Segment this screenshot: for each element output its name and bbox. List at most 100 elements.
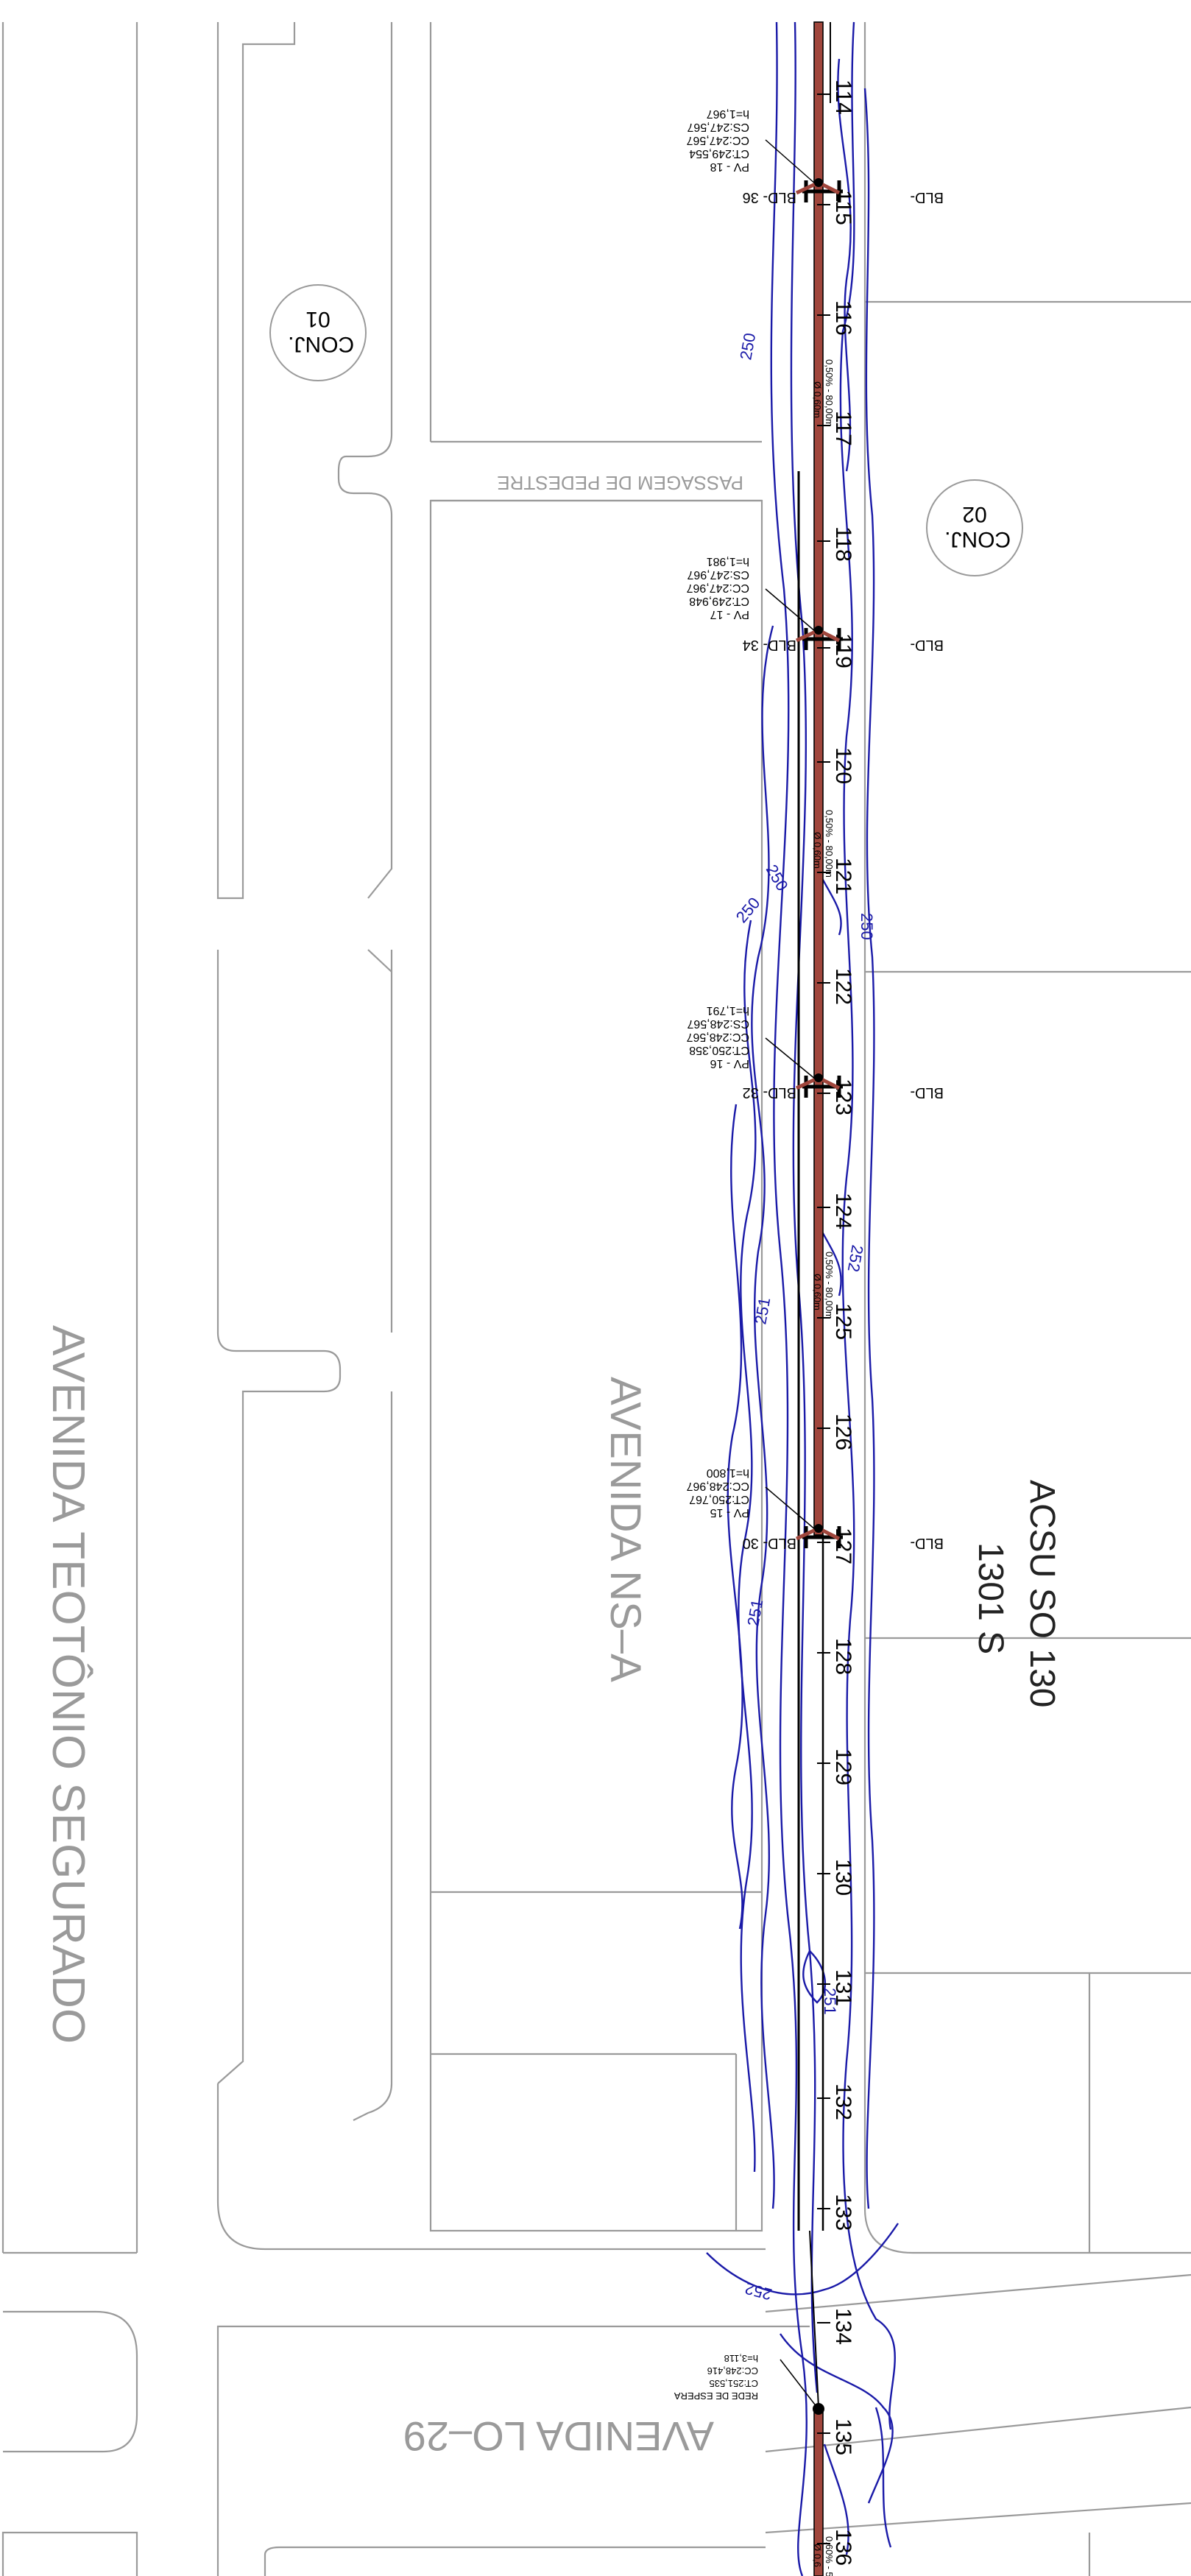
pv-h: h=1,791	[707, 1004, 749, 1017]
road-edge	[765, 2406, 1191, 2453]
pv-ct: CT:249,554	[689, 147, 749, 160]
bld-right-label: BLD-	[910, 1535, 944, 1551]
contour-label: 250	[858, 913, 876, 940]
bld-left-label: BLD- 34	[743, 637, 796, 653]
street-label-lo29: AVENIDA LO–29	[403, 2413, 714, 2460]
pv-ct: CT:249,948	[689, 595, 749, 607]
station-label: 130	[831, 1859, 855, 1896]
pv-cc: CC:247,567	[687, 134, 749, 147]
bld-right-label: BLD-	[910, 189, 944, 205]
rede-title: REDE DE ESPERA	[674, 2390, 758, 2402]
conj-01-marker: CONJ. 01	[269, 284, 367, 381]
road-edge	[765, 2502, 1191, 2534]
block-label-line2: 1301 S	[971, 1542, 1010, 1654]
manhole-pv-18: PV - 18 CT:249,554 CC:247,567 CS:247,567…	[683, 107, 944, 205]
contour-line	[823, 2443, 849, 2555]
pv-cc: CC:247,967	[687, 582, 749, 594]
pv-cc: CC:248,567	[687, 1031, 749, 1043]
contour-label: 250	[732, 894, 764, 926]
conj-02-label: CONJ. 02	[939, 502, 1011, 551]
road-edge	[765, 2273, 1191, 2313]
rede-h: h=3,118	[724, 2353, 758, 2364]
pv-ct: CT:250,767	[689, 1493, 749, 1506]
alignment-line	[809, 2230, 819, 2408]
contour-line	[839, 21, 896, 2430]
contour-label: 252	[743, 2279, 774, 2304]
station-label: 131	[831, 1969, 855, 2006]
curb-line	[3, 2310, 138, 2453]
pv-h: h=1,800	[707, 1467, 749, 1479]
walkway-label: PASSAGEM DE PEDESTRE	[497, 472, 743, 494]
pipe-slope-label: 0,50% - 80,00m	[824, 359, 835, 427]
contour-label: 250	[763, 861, 792, 894]
rede-de-espera: REDE DE ESPERA CT:251,535 CC:248,416 h=3…	[672, 2353, 824, 2415]
station-label: 135	[831, 2418, 855, 2455]
station-label: 136	[831, 2529, 855, 2566]
svg-text:REDE DE ESPERA CT:251,53: REDE DE ESPERA CT:251,535 CC:248,416 h=3…	[672, 2353, 758, 2402]
station-label: 120	[831, 747, 855, 784]
pipe-labels: 0,50% - 80,00m Ø 0,60m 0,50% - 80,00m Ø …	[812, 359, 835, 2576]
station-label: 132	[831, 2083, 855, 2120]
station-label: 116	[831, 300, 855, 336]
curb-line	[264, 2546, 766, 2576]
pipe-diameter-label: Ø 0,6	[812, 2544, 823, 2567]
pipe-segment	[813, 21, 824, 1536]
station-label: 125	[831, 1303, 855, 1340]
pv-id: PV - 15	[710, 1506, 749, 1519]
bld-left-label: BLD- 30	[743, 1535, 796, 1551]
pipe-diameter-label: Ø 0,60m	[812, 832, 823, 869]
block-edge	[863, 2208, 1191, 2254]
svg-text:PV - 17 CT:249,948: PV - 17 CT:249,948 CC:247,967 CS:247,967…	[683, 555, 749, 621]
pipe-slope-label: 0,60% - 5	[824, 2536, 835, 2576]
contour-line	[863, 88, 875, 2209]
station-labels: 114 115 116 117 118 119 120 121 122 123 …	[831, 80, 855, 2566]
svg-text:PV - 15 CT:250,767: PV - 15 CT:250,767 CC:248,967 h=1,800	[683, 1467, 749, 1519]
rede-cc: CC:248,416	[707, 2365, 758, 2376]
median-outline	[353, 1391, 393, 2121]
contour-line	[727, 1104, 743, 1930]
station-label: 126	[831, 1414, 855, 1450]
street-label-ns-a: AVENIDA NS–A	[601, 1377, 649, 1682]
contour-line	[751, 625, 775, 2209]
station-label: 128	[831, 1638, 855, 1675]
street-label-teotonio: AVENIDA TEOTÔNIO SEGURADO	[43, 1325, 93, 2044]
manhole-pv-15: PV - 15 CT:250,767 CC:248,967 h=1,800 BL…	[683, 1467, 944, 1551]
urban-linework	[1, 22, 1191, 2576]
station-ticks	[817, 93, 830, 2544]
svg-text:PV - 16 CT:250,358: PV - 16 CT:250,358 CC:248,567 CS:248,567…	[683, 1004, 749, 1070]
svg-text:PV - 18 CT:249,554: PV - 18 CT:249,554 CC:247,567 CS:247,567…	[683, 107, 749, 173]
block-label-line1: ACSU SO 130	[1022, 1480, 1061, 1707]
contour-label: 251	[743, 1598, 766, 1628]
pipe-slope-label: 0,50% - 80,00m	[824, 810, 835, 878]
contour-label: 252	[844, 1243, 867, 1274]
manhole-pv-16: PV - 16 CT:250,358 CC:248,567 CS:248,567…	[683, 1004, 944, 1101]
pv-cs: CS:247,567	[687, 121, 749, 133]
station-label: 114	[831, 80, 855, 115]
bld-left-label: BLD- 36	[743, 189, 796, 205]
conj-01-label: CONJ. 01	[282, 307, 354, 356]
pv-ct: CT:250,358	[689, 1044, 749, 1056]
bld-right-label: BLD-	[910, 637, 944, 653]
contour-label: 251	[751, 1296, 774, 1326]
pv-cs: CS:248,567	[687, 1017, 749, 1030]
manhole-pv-17: PV - 17 CT:249,948 CC:247,967 CS:247,967…	[683, 555, 944, 653]
drainage-pipe	[797, 21, 831, 2576]
bld-right-label: BLD-	[910, 1084, 944, 1101]
lot-outline	[429, 499, 763, 2232]
median-outline	[216, 2083, 766, 2251]
pv-id: PV - 17	[710, 608, 749, 621]
station-label: 134	[831, 2308, 855, 2345]
curb-line	[1, 2531, 138, 2576]
contour-line	[790, 21, 819, 2393]
station-label: 117	[831, 411, 855, 446]
median-outline	[367, 949, 392, 973]
pv-id: PV - 18	[710, 160, 749, 173]
median-outline	[216, 950, 342, 2084]
conj-02-marker: CONJ. 02	[926, 479, 1023, 576]
pv-cs: CS:247,967	[687, 568, 749, 581]
contour-line	[874, 2407, 892, 2548]
contour-lines	[706, 21, 899, 2576]
station-label: 121	[831, 858, 855, 894]
station-label: 133	[831, 2194, 855, 2231]
